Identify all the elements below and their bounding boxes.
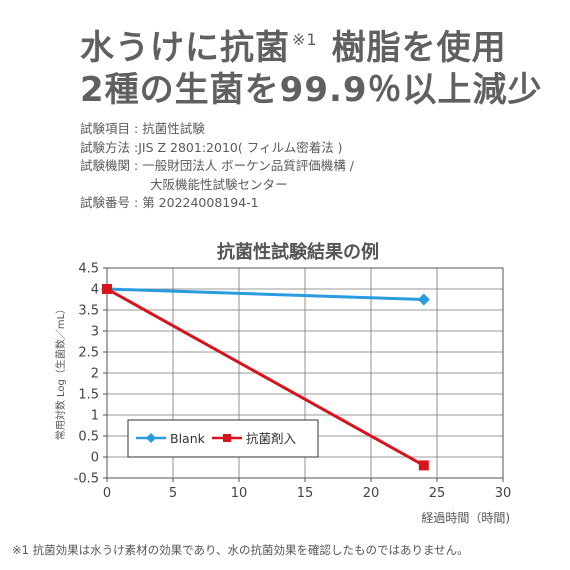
antibacterial-test-chart: 抗菌性試験結果の例 4.5 4 3.5 3 2.5 2 1.5 1 0.5 0 -0.5 0 5 10 1… [54,241,511,525]
y-tick-label: 0.5 [78,430,99,445]
footnote-mark: ※1 [292,30,318,49]
legend-marker-blank [146,433,156,443]
test-info-value: 抗菌性試験 [142,121,205,136]
test-info-value: 一般財団法人 ボーケン品質評価機構 / [142,158,354,173]
test-info-value: 大阪機能性試験センター [150,176,288,192]
data-point-antibacterial [102,284,112,294]
headline-main: 水うけに抗菌 [80,28,290,68]
headline-line-1: 水うけに抗菌 ※1 樹脂を使用 [80,20,507,69]
x-axis-label: 経過時間（時間) [421,511,510,525]
y-tick-label: 3.5 [78,304,99,319]
x-tick-label: 30 [495,486,512,501]
legend: Blank 抗菌剤入 [127,419,319,458]
series-line-blank [106,287,424,301]
test-info-label: 試験機関 [80,158,131,173]
x-tick-label: 0 [103,486,111,501]
y-tick-label: 2 [91,367,99,382]
test-info-value: JIS Z 2801:2010( フィルム密着法 ) [138,139,343,155]
test-info-label: 試験番号 [80,195,131,210]
x-tick-label: 5 [169,486,177,501]
x-tick-label: 20 [363,486,380,501]
test-info-label: 試験方法 [80,139,131,155]
y-tick-label: -0.5 [74,472,99,487]
y-axis-ticks: 4.5 4 3.5 3 2.5 2 1.5 1 0.5 0 -0.5 [74,262,107,487]
legend-label-blank: Blank [170,431,206,446]
test-info-row: 大阪機能性試験センター [80,176,354,195]
x-tick-label: 10 [231,486,248,501]
y-tick-label: 4.5 [78,262,99,277]
y-axis-label: 常用対数 Log（生菌数／mL） [54,304,67,440]
chart-series [101,283,430,471]
footnote: ※1 抗菌効果は水うけ素材の効果であり、水の抗菌効果を確認したものではありません… [12,543,469,557]
y-tick-label: 4 [91,283,99,298]
y-tick-label: 0 [91,451,99,466]
data-point-antibacterial [418,460,429,471]
y-tick-label: 1.5 [78,388,99,403]
y-tick-label: 1 [91,409,99,424]
y-tick-label: 3 [91,325,99,340]
test-info: 試験項目 : 抗菌性試験 試験方法 :JIS Z 2801:2010( フィルム… [80,120,354,213]
headline-rest: 樹脂を使用 [331,28,507,68]
legend-label-antibacterial: 抗菌剤入 [246,431,297,446]
x-tick-label: 25 [429,486,446,501]
test-info-label: 試験項目 [80,121,131,136]
headline-line-2: 2種の生菌を99.9％以上減少 [80,70,543,110]
test-info-row: 試験機関 : 一般財団法人 ボーケン品質評価機構 / [80,158,354,173]
test-info-row: 試験番号 : 第 20224008194-1 [80,195,259,210]
x-tick-label: 15 [297,486,314,501]
x-axis-ticks: 0 5 10 15 20 25 30 [103,478,511,501]
test-info-value: 第 20224008194-1 [142,195,259,210]
series-line-antibacterial [106,287,425,467]
chart-title: 抗菌性試験結果の例 [217,241,379,263]
test-info-row: 試験方法 :JIS Z 2801:2010( フィルム密着法 ) [80,139,343,155]
y-tick-label: 2.5 [78,346,99,361]
data-point-blank [417,293,430,306]
test-info-row: 試験項目 : 抗菌性試験 [80,121,205,136]
legend-marker-antibacterial [223,434,231,442]
